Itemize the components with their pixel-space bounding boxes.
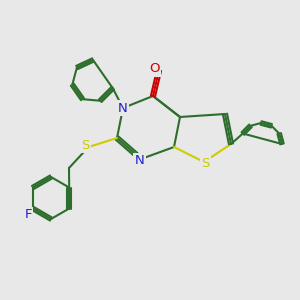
Text: S: S (81, 139, 90, 152)
Text: O: O (149, 62, 160, 76)
Text: N: N (135, 154, 144, 167)
Text: F: F (25, 208, 32, 221)
Text: N: N (118, 101, 128, 115)
Text: S: S (201, 157, 210, 170)
